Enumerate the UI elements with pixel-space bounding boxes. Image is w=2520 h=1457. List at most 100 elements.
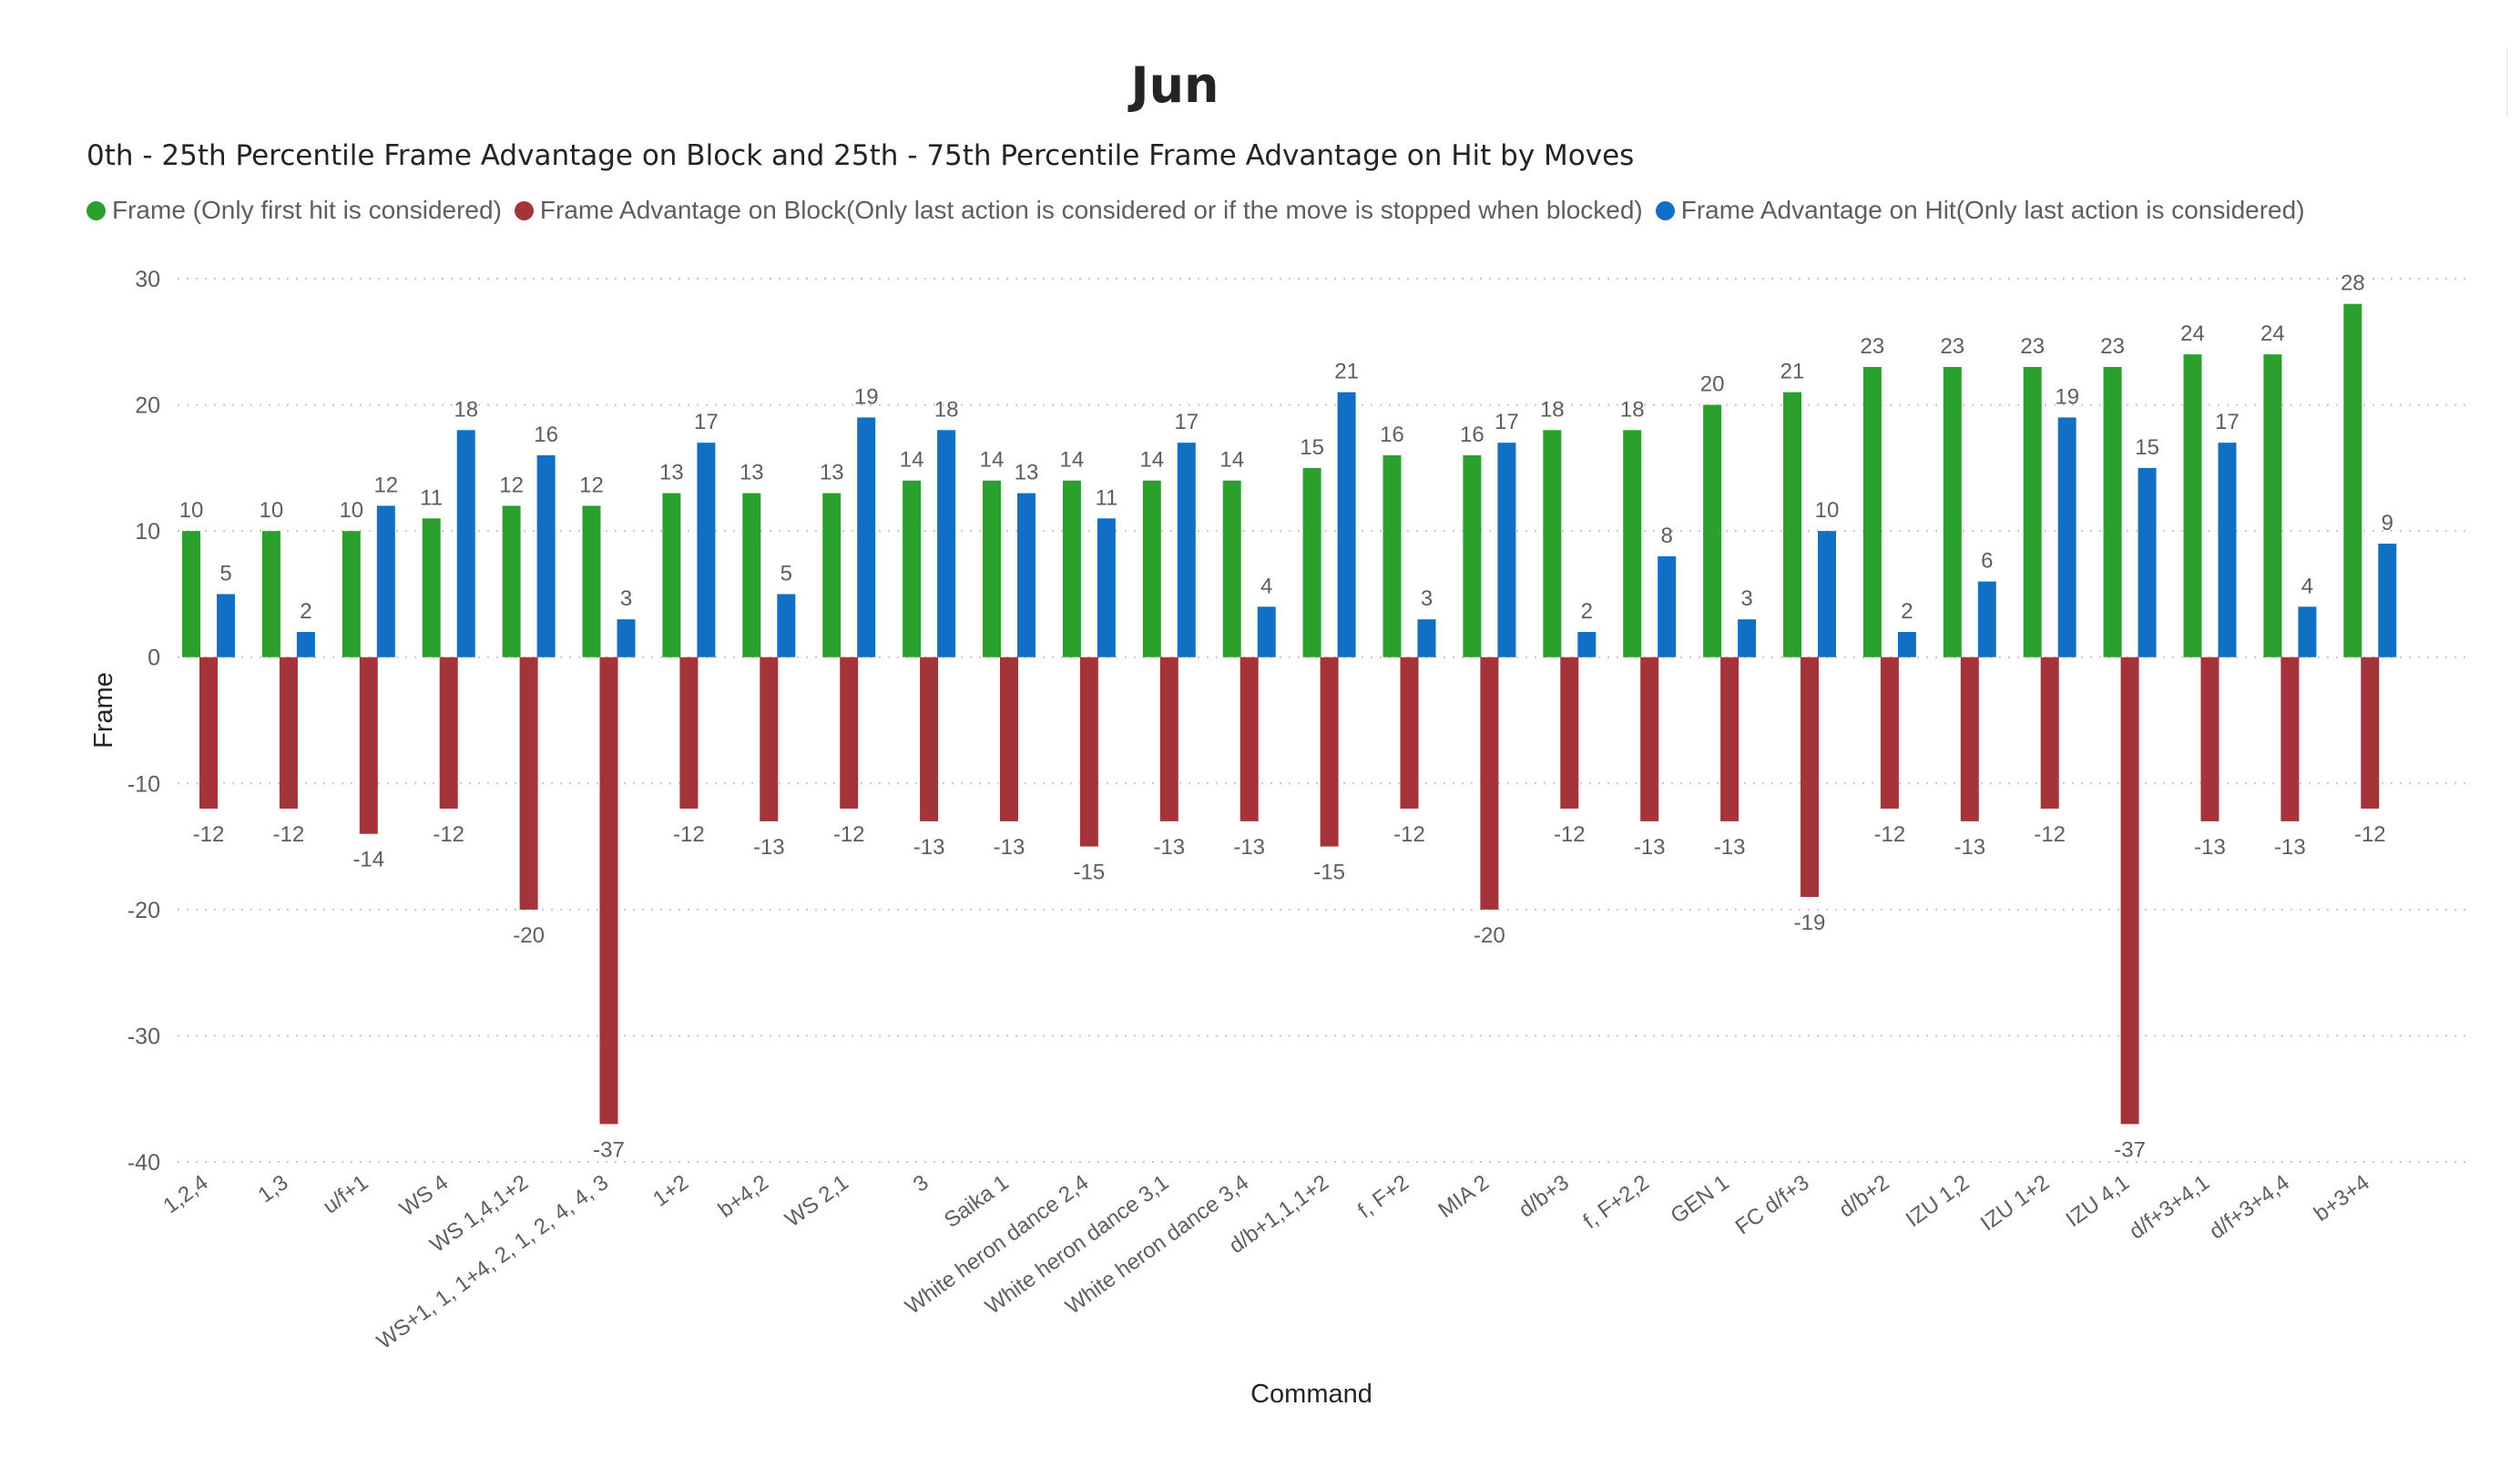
bar xyxy=(2378,544,2397,657)
y-tick-label: 0 xyxy=(148,646,160,671)
y-tick-label: 30 xyxy=(135,267,160,292)
bar xyxy=(1818,531,1836,657)
x-tick-label: WS 4 xyxy=(395,1170,453,1221)
bar xyxy=(1222,480,1241,657)
bar xyxy=(760,657,779,821)
data-label: -13 xyxy=(1233,835,1265,860)
bar xyxy=(376,505,395,657)
y-axis-title: Frame xyxy=(89,672,118,749)
bar xyxy=(662,493,681,657)
x-tick-label: 1+2 xyxy=(648,1170,693,1212)
data-label: 2 xyxy=(1901,599,1913,624)
data-label: 6 xyxy=(1981,549,1993,574)
bar xyxy=(617,619,636,657)
data-label: 15 xyxy=(2135,435,2159,460)
bar xyxy=(217,594,235,657)
legend-item-frame[interactable]: Frame (Only first hit is considered) xyxy=(87,196,502,225)
bar xyxy=(439,657,458,809)
bar xyxy=(502,505,521,657)
bar xyxy=(1337,392,1356,657)
data-label: 5 xyxy=(780,561,792,586)
bar xyxy=(182,531,200,657)
data-label: -13 xyxy=(2194,835,2226,860)
legend-item-hit[interactable]: Frame Advantage on Hit(Only last action … xyxy=(1655,196,2305,225)
data-label: 12 xyxy=(499,473,524,497)
bar xyxy=(1658,555,1677,657)
bar xyxy=(1302,467,1321,657)
y-tick-label: -10 xyxy=(128,771,160,797)
bar xyxy=(2057,417,2076,657)
x-tick-label: FC d/f+3 xyxy=(1731,1170,1814,1239)
bar xyxy=(2280,657,2300,821)
bar xyxy=(1497,443,1516,657)
data-label: -12 xyxy=(1874,822,1906,847)
x-tick-label: d/f+3+4,1 xyxy=(2125,1170,2214,1244)
x-tick-label: f, F+2 xyxy=(1353,1170,1413,1223)
bar xyxy=(1897,632,1916,657)
data-label: -13 xyxy=(913,835,945,860)
legend-item-block[interactable]: Frame Advantage on Block(Only last actio… xyxy=(514,196,1643,225)
bar xyxy=(1142,480,1161,657)
data-label: -12 xyxy=(2354,822,2386,847)
data-label: 14 xyxy=(1060,448,1085,473)
bar xyxy=(1862,367,1882,657)
data-label: 24 xyxy=(2180,321,2205,346)
bar xyxy=(1640,657,1659,821)
bar xyxy=(1417,619,1436,657)
data-label: 3 xyxy=(620,586,632,611)
legend-swatch-hit xyxy=(1655,200,1675,220)
bar xyxy=(1382,455,1402,657)
data-label: 17 xyxy=(2215,410,2239,434)
data-label: 4 xyxy=(2301,574,2313,598)
bar xyxy=(1577,632,1597,657)
data-label: 17 xyxy=(1495,410,1519,434)
x-tick-label: b+4,2 xyxy=(714,1170,773,1223)
bar xyxy=(1159,657,1178,821)
data-label: 4 xyxy=(1260,574,1272,598)
x-tick-label: MIA 2 xyxy=(1433,1170,1494,1223)
x-tick-label: IZU 4,1 xyxy=(2062,1170,2135,1232)
x-tick-label: 1,2,4 xyxy=(158,1170,212,1218)
y-tick-label: -40 xyxy=(128,1150,160,1176)
bar xyxy=(519,657,538,910)
bar xyxy=(679,657,699,809)
legend-label-block: Frame Advantage on Block(Only last actio… xyxy=(539,196,1643,224)
data-label: -12 xyxy=(273,822,305,847)
data-label: -13 xyxy=(753,835,785,860)
bar xyxy=(536,455,556,657)
data-label: 10 xyxy=(260,498,284,523)
data-label: -12 xyxy=(2034,822,2066,847)
bar xyxy=(1062,480,1081,657)
legend-swatch-frame xyxy=(87,200,106,220)
data-label: 18 xyxy=(1620,397,1645,422)
data-label: 3 xyxy=(1421,586,1433,611)
data-label: 18 xyxy=(934,397,959,422)
x-tick-label: d/b+2 xyxy=(1834,1170,1893,1223)
bar xyxy=(1400,657,1419,809)
data-label: 18 xyxy=(454,397,478,422)
data-label: 11 xyxy=(420,485,443,510)
data-label: 11 xyxy=(1095,485,1117,510)
bar xyxy=(983,480,1001,657)
bar xyxy=(1320,657,1339,847)
x-tick-label: 3 xyxy=(909,1170,934,1197)
data-label: -12 xyxy=(433,822,464,847)
y-tick-label: 20 xyxy=(135,393,160,419)
bar xyxy=(2137,467,2157,657)
x-tick-label: Saika 1 xyxy=(940,1170,1014,1233)
data-label: 21 xyxy=(1780,360,1805,384)
bar xyxy=(937,430,956,657)
bar xyxy=(2200,657,2219,821)
y-tick-label: -20 xyxy=(128,898,160,923)
data-label: 13 xyxy=(1015,461,1039,485)
bar xyxy=(1943,367,1962,657)
data-label: 16 xyxy=(1380,423,1404,447)
data-label: 10 xyxy=(339,498,363,523)
bar xyxy=(2343,303,2362,657)
x-tick-label: u/f+1 xyxy=(319,1170,373,1219)
bar xyxy=(1783,392,1801,657)
x-tick-label: WS 2,1 xyxy=(780,1170,853,1232)
data-label: 12 xyxy=(579,473,604,497)
bar xyxy=(2361,657,2380,809)
